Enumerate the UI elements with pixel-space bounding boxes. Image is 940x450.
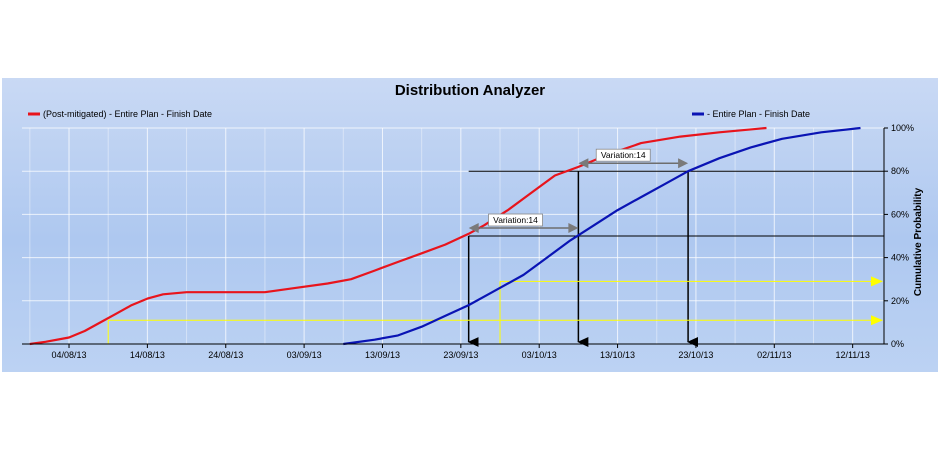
y-tick-label: 80%: [891, 166, 909, 176]
legend-label-post-mitigated: (Post-mitigated) - Entire Plan - Finish …: [43, 109, 212, 119]
variation-label-box: [595, 148, 651, 162]
annotation-layer: Variation:14 Variation:14: [468, 148, 689, 233]
x-tick-label: 04/08/13: [51, 350, 86, 360]
x-tick-label: 13/09/13: [365, 350, 400, 360]
x-tick-label: 23/09/13: [443, 350, 478, 360]
variation-arrow-head-left: [578, 158, 589, 169]
y-tick-label: 20%: [891, 296, 909, 306]
x-tick-label: 13/10/13: [600, 350, 635, 360]
legend-label-entire-plan: - Entire Plan - Finish Date: [707, 109, 810, 119]
x-tick-label: 23/10/13: [678, 350, 713, 360]
x-tick-label: 02/11/13: [757, 350, 791, 360]
grid: [22, 127, 884, 344]
variation-label: Variation:14: [601, 150, 646, 160]
variation-arrow-head-left: [468, 223, 479, 233]
y-tick-label: 0%: [891, 339, 904, 349]
chart-background: [2, 78, 938, 372]
reference-lines: [107, 170, 884, 347]
y-tick-label: 60%: [891, 209, 909, 219]
x-tick-label: 14/08/13: [130, 350, 165, 360]
series-line-entire-plan: [343, 126, 861, 346]
chart-title: Distribution Analyzer: [395, 82, 545, 99]
x-tick-label: 03/10/13: [522, 350, 557, 360]
x-tick-label: 24/08/13: [208, 350, 243, 360]
x-tick-label: 03/09/13: [287, 350, 322, 360]
y-axis-label: Cumulative Probability: [913, 187, 924, 296]
variation-arrow-head-right: [678, 158, 689, 169]
distribution-chart: Distribution Analyzer (Post-mitigated) -…: [2, 78, 938, 372]
x-tick-label: 12/11/13: [835, 350, 869, 360]
variation-arrow-head-right: [568, 223, 579, 233]
axes: 0% 20% 40% 60% 80% 100% 04/08/13 14/08/13 24/08/…: [22, 123, 914, 360]
variation-label: Variation:14: [493, 215, 538, 225]
legend: (Post-mitigated) - Entire Plan - Finish …: [28, 109, 810, 119]
variation-label-box: [488, 213, 543, 227]
y-tick-label: 40%: [891, 253, 909, 263]
y-tick-label: 100%: [891, 123, 914, 133]
chart-svg: Distribution Analyzer (Post-mitigated) -…: [2, 78, 938, 372]
